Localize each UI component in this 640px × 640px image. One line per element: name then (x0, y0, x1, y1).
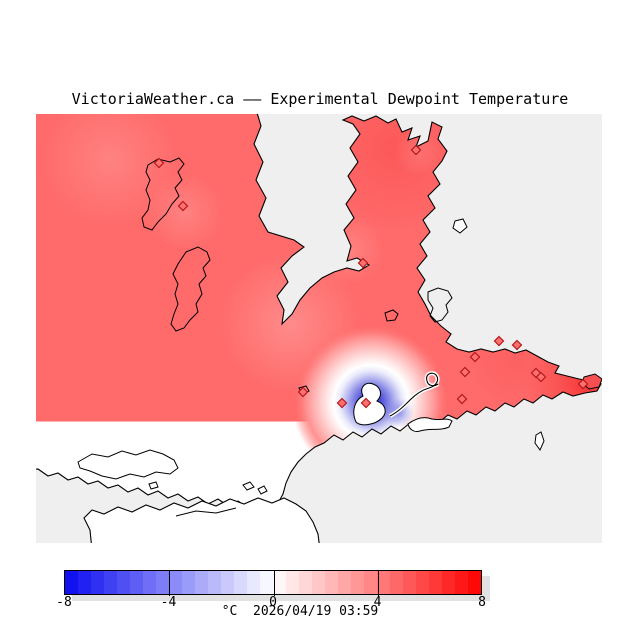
island-trial (534, 431, 545, 452)
lake-shawnigan (170, 246, 211, 332)
station-marker (177, 200, 189, 212)
gorge-waterway (389, 372, 439, 417)
station-marker (493, 335, 505, 347)
colorbar-tick-label: -4 (160, 595, 177, 610)
port-angeles-spit (175, 507, 237, 517)
colorbar-tick-mark (378, 571, 379, 596)
station-marker (459, 366, 471, 378)
station-marker (297, 386, 309, 398)
station-markers (153, 144, 589, 409)
station-marker (535, 371, 547, 383)
islet-sooke (148, 481, 159, 490)
colorbar-unit-label: °C 2026/04/19 03:59 (221, 604, 379, 619)
islet-race-2 (257, 485, 268, 495)
lake-pond (384, 309, 399, 322)
victoria-harbour (407, 417, 453, 432)
page-title: VictoriaWeather.ca —— Experimental Dewpo… (71, 90, 569, 108)
islet-race-1 (242, 481, 255, 491)
colorbar-tick-mark (169, 571, 170, 596)
colorbar-tick-label: 0 (269, 595, 277, 610)
station-marker (469, 351, 481, 363)
island-james (452, 218, 468, 234)
colorbar-tick-mark (273, 571, 275, 596)
colorbar-tick-label: 8 (478, 595, 486, 610)
lake-sooke (141, 157, 185, 231)
colorbar (64, 570, 482, 596)
station-marker (410, 144, 422, 156)
colorbar-tick-label: 4 (373, 595, 382, 610)
station-marker (336, 397, 348, 409)
colorbar-tick-label: -8 (56, 595, 72, 610)
sooke-basin (77, 449, 179, 480)
coastline-olympic-peninsula (83, 497, 320, 543)
station-marker (577, 378, 589, 390)
station-marker (357, 257, 369, 269)
station-marker (153, 157, 165, 169)
station-marker (456, 393, 468, 405)
station-marker (511, 339, 523, 351)
lake-elk (427, 287, 453, 323)
station-marker (360, 397, 372, 409)
